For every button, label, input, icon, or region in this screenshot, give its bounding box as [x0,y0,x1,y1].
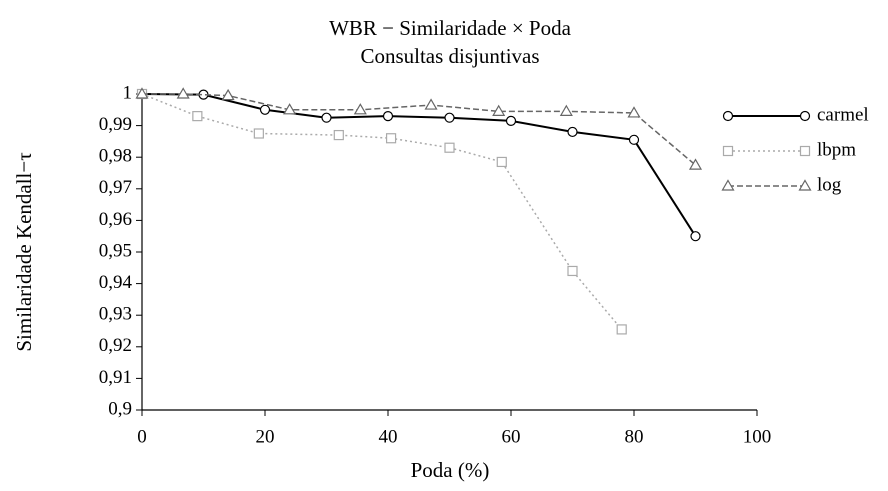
x-tick-label: 40 [379,426,398,447]
marker [385,133,397,144]
marker [321,112,332,123]
legend-marker [799,110,811,122]
marker [353,103,367,115]
legend-label: log [817,174,842,195]
series-line [142,93,696,166]
marker [559,104,573,116]
chart-title: WBR − Similaridade × Poda [329,16,572,40]
y-tick-label: 0,9 [108,398,132,419]
x-tick-label: 100 [743,426,772,447]
series-line [141,93,623,330]
marker [567,265,578,277]
x-tick-label: 80 [625,426,644,447]
marker [382,111,394,122]
y-tick-label: 0,93 [99,304,132,325]
marker [444,112,455,123]
marker [567,126,578,138]
marker [628,134,640,145]
marker [259,104,271,115]
chart-subtitle: Consultas disjuntivas [360,44,539,68]
marker [688,158,703,170]
y-tick-label: 1 [123,82,133,103]
marker [176,87,190,99]
legend-label: lbpm [817,139,856,160]
marker [221,88,235,101]
legend-marker [799,145,811,157]
marker [496,156,507,168]
legend-marker [722,145,734,157]
x-tick-label: 60 [502,426,521,447]
marker [192,111,203,122]
y-axis-label: Similaridade Kendall−τ [12,152,36,351]
marker [505,115,517,126]
y-tick-label: 0,98 [99,146,132,167]
legend-label: carmel [817,104,869,125]
legend-marker [722,110,734,122]
series-line [141,93,697,237]
marker [492,104,506,116]
y-tick-label: 0,95 [99,240,132,261]
y-tick-label: 0,97 [99,177,132,198]
marker [424,98,438,110]
y-tick-label: 0,91 [99,367,132,388]
y-tick-label: 0,94 [99,272,133,293]
y-tick-label: 0,96 [99,209,132,230]
marker [253,128,264,139]
y-tick-label: 0,92 [99,335,132,356]
x-tick-label: 0 [137,426,147,447]
marker [616,324,627,335]
marker [627,106,641,118]
marker [690,231,701,242]
legend-marker [721,179,735,191]
y-tick-label: 0,99 [99,114,132,135]
x-tick-label: 20 [256,426,275,447]
marker [283,103,297,115]
marker [333,129,344,141]
marker [135,87,149,99]
marker [444,142,455,153]
legend-marker [798,179,812,191]
x-axis-label: Poda (%) [411,458,490,482]
